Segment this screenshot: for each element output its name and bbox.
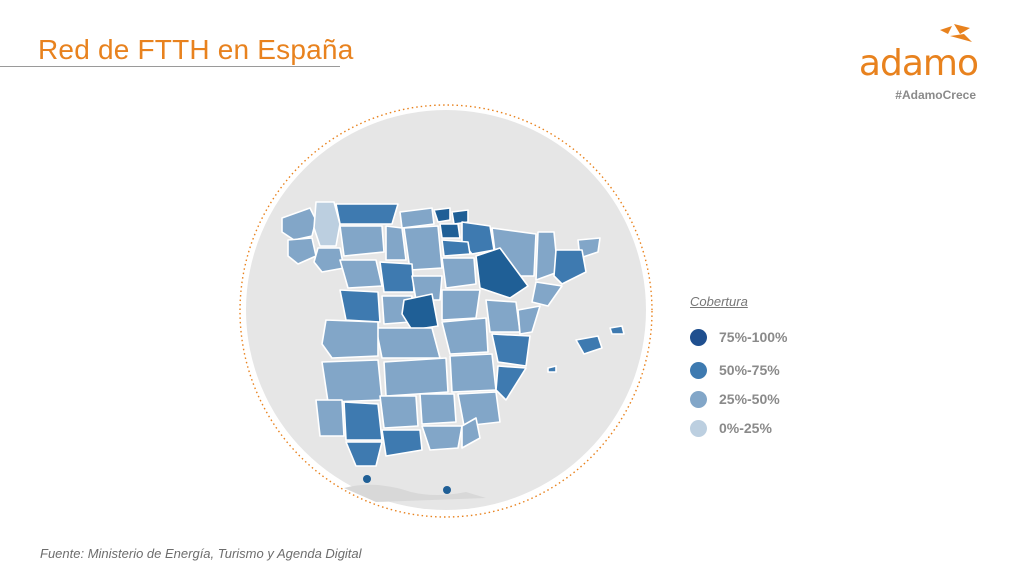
province-jaen <box>419 393 457 425</box>
province-mallorca <box>575 335 603 355</box>
page-title: Red de FTTH en España <box>38 34 354 65</box>
legend-label: 0%-25% <box>719 420 772 436</box>
logo-wordmark: adamo <box>858 43 979 84</box>
province-cantabria <box>399 207 435 229</box>
city-ceuta <box>363 475 371 483</box>
legend-swatch <box>690 328 707 346</box>
province-bizkaia <box>433 207 451 223</box>
province-caceres <box>321 319 379 359</box>
province-ourense <box>313 247 345 273</box>
province-ciudad-real <box>383 357 449 397</box>
province-palencia <box>385 225 407 261</box>
province-badajoz <box>321 359 383 403</box>
source-note: Fuente: Ministerio de Energía, Turismo y… <box>40 546 362 561</box>
province-lugo <box>313 201 341 247</box>
province-leon <box>339 225 385 257</box>
province-alicante <box>495 365 527 401</box>
legend-label: 50%-75% <box>719 362 780 378</box>
province-gipuzkoa <box>451 209 469 225</box>
legend-swatch <box>690 390 707 408</box>
legend-item: 75%-100% <box>690 328 870 346</box>
adamo-bird-icon <box>940 24 972 42</box>
province-salamanca <box>339 289 381 323</box>
map-legend: Cobertura 75%-100% 50%-75% 25%-50% 0%-25… <box>690 294 870 448</box>
province-guadalajara <box>441 289 481 321</box>
legend-item: 25%-50% <box>690 390 870 408</box>
province-pontevedra <box>287 237 317 265</box>
adamo-logo: adamo #AdamoCrece <box>858 22 979 102</box>
spain-ftth-coverage-map <box>239 104 653 518</box>
province-barcelona <box>553 249 587 285</box>
province-huelva <box>315 399 345 437</box>
province-cordoba <box>379 395 419 429</box>
province-toledo <box>375 327 441 359</box>
province-sevilla <box>343 401 383 441</box>
north-africa-land <box>344 484 486 502</box>
province-cuenca <box>441 317 489 355</box>
city-melilla <box>443 486 451 494</box>
province-almeria <box>461 417 481 449</box>
province-murcia <box>457 391 501 427</box>
province-zaragoza <box>475 247 529 299</box>
map-outer-ring <box>239 104 653 518</box>
province-alava <box>439 223 461 239</box>
title-underline <box>0 66 340 67</box>
province-tarragona <box>531 281 563 307</box>
legend-item: 50%-75% <box>690 361 870 379</box>
legend-label: 25%-50% <box>719 391 780 407</box>
province-soria <box>441 257 477 289</box>
legend-item: 0%-25% <box>690 419 870 437</box>
province-valladolid <box>379 261 415 293</box>
province-menorca <box>609 325 625 335</box>
province-teruel <box>485 299 521 333</box>
legend-title: Cobertura <box>690 294 748 309</box>
province-navarra <box>461 221 495 255</box>
province-malaga <box>381 429 423 457</box>
logo-hashtag: #AdamoCrece <box>895 88 976 102</box>
province-a-coruna <box>281 207 317 241</box>
province-segovia <box>411 275 443 301</box>
province-albacete <box>449 353 497 393</box>
province-castellon <box>517 305 541 335</box>
legend-swatch <box>690 361 707 379</box>
province-cadiz <box>345 441 383 467</box>
province-burgos <box>403 225 443 271</box>
province-valencia <box>491 333 531 367</box>
legend-label: 75%-100% <box>719 329 788 345</box>
province-asturias <box>335 203 399 225</box>
legend-swatch <box>690 419 707 437</box>
province-la-rioja <box>441 239 471 257</box>
province-granada <box>421 425 463 451</box>
province-zamora <box>339 259 383 289</box>
province-ibiza <box>547 365 557 373</box>
